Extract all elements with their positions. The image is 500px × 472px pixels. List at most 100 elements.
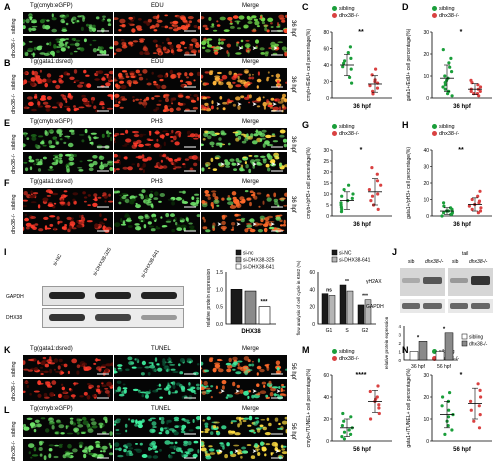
micrograph: ➤ ➤ ➤ ➤ [200,35,288,59]
svg-text:➤: ➤ [236,222,241,228]
panel-label-C: C [302,2,309,12]
lane-label: sib [452,259,459,265]
legend-sibling: sibling [439,124,455,130]
data-point [350,81,354,85]
svg-text:➤: ➤ [219,46,224,52]
y-tick-label: 25 [323,159,329,165]
panel-label-B: B [4,58,11,68]
channel-title: Merge [242,406,260,412]
micrograph: ➤ ➤ ➤ ➤ [200,91,288,115]
legend-swatch [235,256,242,263]
legend-swatch [461,333,468,340]
blot-row-label: γH2AX [366,279,382,285]
panel-label-I: I [4,247,7,257]
y-axis-label: gata1+/TUNEL+ cell percentage(%) [406,368,412,448]
legend-label: sibling [469,335,483,341]
data-point [347,428,351,432]
y-axis-label: gata1+/pH3+ cell percentage(%) [406,147,412,219]
y-tick-label: 15 [323,181,329,187]
bar [357,304,365,325]
legend-swatch [331,256,338,263]
channel-title: PH3 [151,119,163,125]
micrograph [200,354,288,378]
y-tick-label: 1 [398,350,401,355]
scatter-chart-G: 0 5 10 15 20 25 30 cmyb+/pH3+ cell percentage(%… [306,147,392,228]
micrograph [22,35,114,59]
significance-mark: * [417,335,420,341]
micrograph [22,67,114,91]
svg-text:➤: ➤ [272,102,277,108]
data-point [446,415,451,419]
bar [364,299,372,325]
micrograph [22,211,114,235]
micrograph [113,438,201,462]
data-point [374,67,378,71]
y-tick-label: 10 [323,192,329,198]
significance-mark: *** [362,294,368,300]
data-point [449,56,453,61]
micrograph [113,414,201,438]
tail-label: tail [462,251,469,257]
y-tick-label: 3 [398,333,401,338]
data-point [450,70,454,74]
data-point [443,432,447,436]
row-label: sibling [11,361,17,377]
legend-label: si-DHX38-325 [243,258,275,264]
x-axis-label: 56 hpf [453,447,472,453]
row-label: dhx38-/- [11,153,17,174]
y-tick-label: 1.5 [216,270,223,276]
data-point [449,206,453,210]
data-point [441,48,445,52]
data-point [351,192,355,196]
y-axis-label: relative protein expression [206,269,212,328]
data-point [376,207,380,211]
legend-sibling: sibling [439,6,455,12]
y-tick-label: 60 [309,270,315,276]
y-tick-label: 20 [423,52,429,58]
channel-title: Tg(gata1:dsred) [30,59,73,65]
svg-text:➤: ➤ [252,389,257,395]
gapdh-blot-56 [448,299,493,313]
svg-text:➤: ➤ [216,102,221,108]
significance-mark: * [360,147,363,154]
data-point [448,65,452,69]
y-axis-label: cmyb+/TUNEL+ cell percentage(%) [306,368,312,447]
data-point [348,45,352,49]
gh2ax-bar-chart: 0 1 2 3 4 relative protein expression 36 hpf * 5… [384,316,488,370]
bar [339,284,347,325]
data-point [446,424,450,428]
data-point [342,437,346,441]
y-tick-label: 30 [423,165,429,171]
legend-label: si-DHX38-641 [339,258,371,264]
y-tick-label: 20 [323,417,329,423]
data-point [346,51,350,55]
data-point [376,192,380,196]
channel-title: Merge [242,346,260,352]
y-tick-label: 60 [323,47,329,53]
svg-text:➤: ➤ [252,162,257,168]
panel-label-K: K [4,345,11,355]
legend-swatch [235,263,242,270]
stage-label: 36 hpf [290,76,296,93]
panel-label-E: E [4,118,11,128]
y-axis-label: gata1+/EdU+ cell percentage(%) [406,28,412,101]
bar [346,290,354,325]
data-point [368,389,372,394]
y-axis-label: cmyb+/EdU+ cell percentage(%) [306,29,312,101]
stage-label: 56 hpf [290,423,296,440]
data-point [442,211,446,215]
data-point [440,214,444,218]
legend-label: dhx38-/- [469,342,488,348]
y-axis-label: relative protein expression [384,316,389,369]
bar [230,289,243,325]
panel-label-D: D [402,2,409,12]
data-point [376,384,380,388]
data-point [478,189,482,193]
panel-label-A: A [4,2,11,12]
data-point [340,424,344,428]
channel-title: TUNEL [151,346,171,352]
y-tick-label: 20 [423,181,429,187]
y-tick-label: 5 [326,203,329,209]
data-point [343,59,347,63]
